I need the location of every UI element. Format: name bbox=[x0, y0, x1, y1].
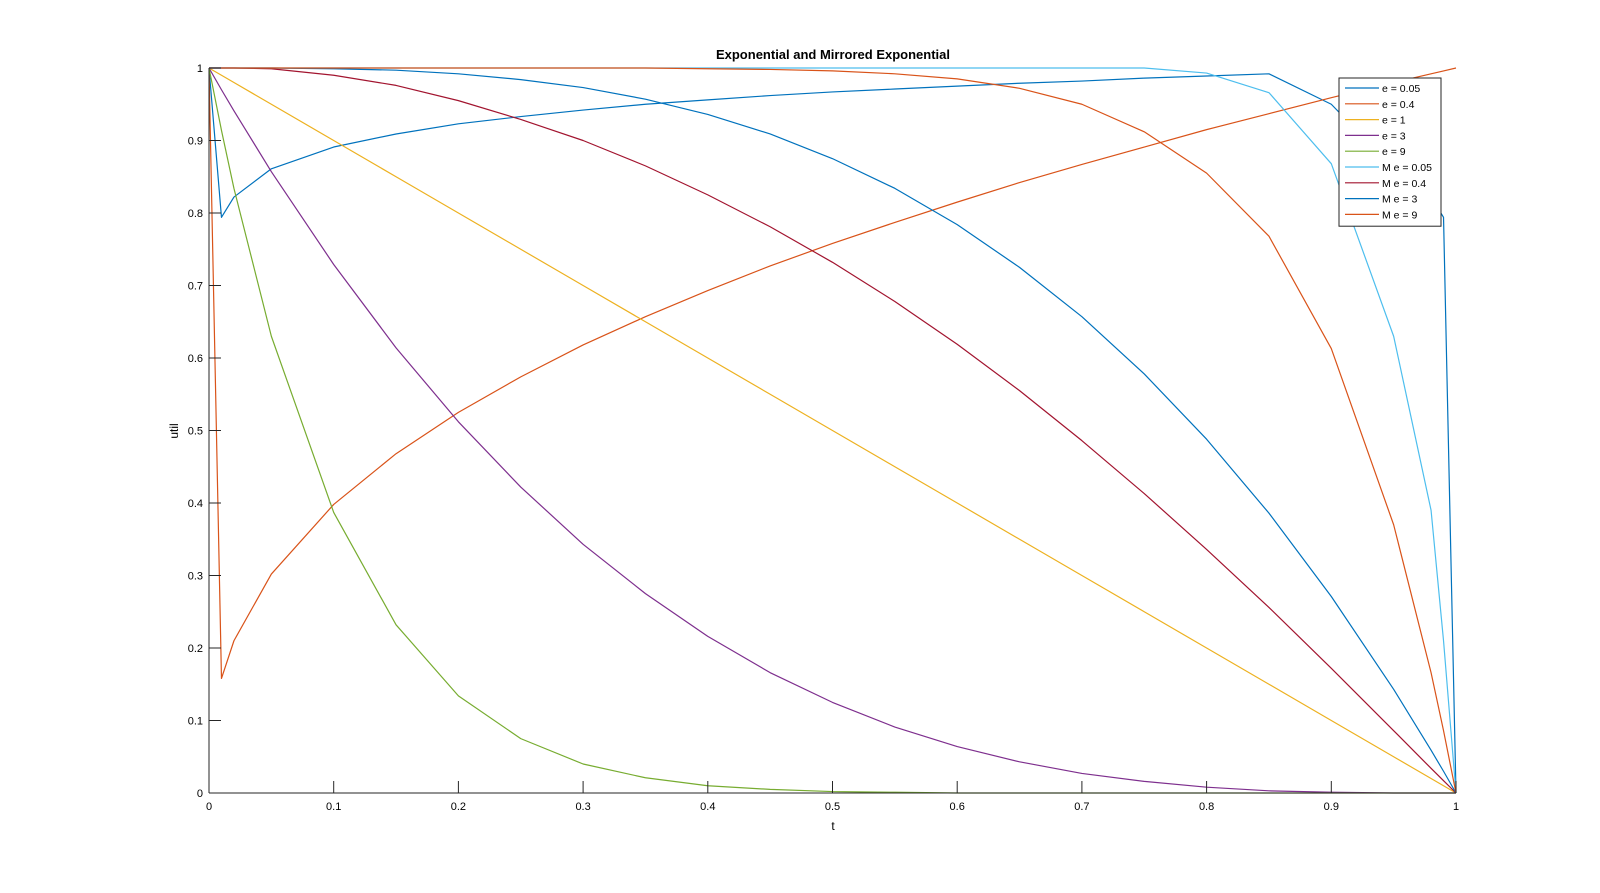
x-tick-label: 0.2 bbox=[451, 801, 466, 813]
series-line-1 bbox=[209, 67, 1457, 794]
x-tick-label: 0.6 bbox=[950, 801, 965, 813]
legend-entry-label: e = 0.05 bbox=[1382, 83, 1420, 95]
axes: 0 0.1 0.2 0.3 0.4 0.5 0.6 0.7 0.8 0.9 1 0 0.1 0.2 0.3 0… bbox=[188, 63, 1459, 813]
chart-title: Exponential and Mirrored Exponential bbox=[716, 47, 950, 62]
legend-entry-label: M e = 3 bbox=[1382, 194, 1417, 206]
x-tick-label: 0.9 bbox=[1324, 801, 1339, 813]
y-tick-label: 0 bbox=[197, 788, 203, 800]
y-tick-label: 0.6 bbox=[188, 353, 203, 365]
x-axis-label: t bbox=[831, 819, 835, 833]
y-tick-label: 0.1 bbox=[188, 716, 203, 728]
legend-entry-label: M e = 0.05 bbox=[1382, 162, 1432, 174]
x-tick-label: 0.1 bbox=[326, 801, 341, 813]
series-line-9 bbox=[209, 67, 1457, 794]
legend-entry-label: e = 0.4 bbox=[1382, 99, 1415, 111]
x-tick-label: 0.3 bbox=[575, 801, 590, 813]
y-tick-label: 1 bbox=[197, 63, 203, 75]
legend-box bbox=[1338, 77, 1442, 227]
series-line-7 bbox=[209, 67, 1457, 794]
x-tick-label: 0.4 bbox=[700, 801, 715, 813]
y-axis-label: util bbox=[167, 423, 181, 438]
plot-area bbox=[209, 67, 1457, 794]
y-tick-label: 0.5 bbox=[188, 426, 203, 438]
series-line-3 bbox=[209, 67, 1457, 794]
y-tick-label: 0.3 bbox=[188, 571, 203, 583]
x-tick-label: 0.8 bbox=[1199, 801, 1214, 813]
y-tick-label: 0.2 bbox=[188, 643, 203, 655]
x-tick-label: 0.5 bbox=[825, 801, 840, 813]
series-line-8 bbox=[209, 67, 1457, 794]
y-tick-label: 0.8 bbox=[188, 208, 203, 220]
legend-entry-label: e = 9 bbox=[1382, 146, 1406, 158]
y-tick-label: 0.4 bbox=[188, 498, 203, 510]
legend: e = 0.05 e = 0.4 e = 1 e = 3 e = 9 M e = 0.05… bbox=[1338, 77, 1442, 227]
legend-entry-label: e = 1 bbox=[1382, 115, 1406, 127]
x-tick-label: 0.7 bbox=[1074, 801, 1089, 813]
x-tick-label: 0 bbox=[206, 801, 212, 813]
y-tick-label: 0.9 bbox=[188, 136, 203, 148]
x-tick-label: 1 bbox=[1453, 801, 1459, 813]
legend-entry-label: e = 3 bbox=[1382, 130, 1406, 142]
series-line-2 bbox=[209, 67, 1457, 680]
y-tick-label: 0.7 bbox=[188, 281, 203, 293]
legend-entry-label: M e = 9 bbox=[1382, 209, 1417, 221]
legend-entry-label: M e = 0.4 bbox=[1382, 178, 1426, 190]
